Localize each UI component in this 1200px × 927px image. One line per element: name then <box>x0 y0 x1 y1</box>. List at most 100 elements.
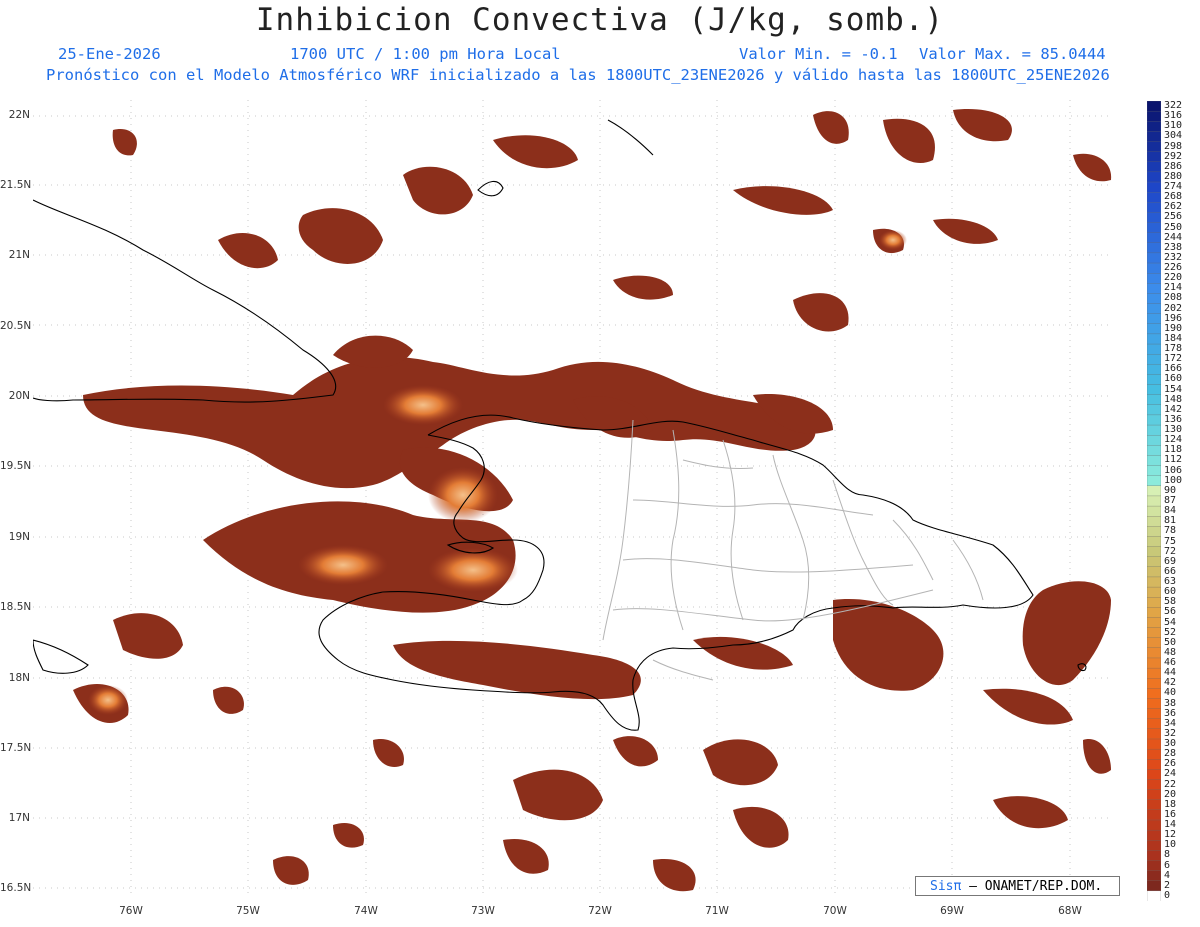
sis-logo: Sisπ <box>930 879 962 894</box>
colorbar-swatch <box>1147 394 1161 406</box>
colorbar-label: 220 <box>1164 272 1183 284</box>
colorbar-label: 84 <box>1164 505 1177 517</box>
colorbar-swatch <box>1147 556 1161 568</box>
colorbar-label: 46 <box>1164 657 1177 669</box>
colorbar-label: 50 <box>1164 636 1177 648</box>
colorbar-swatch <box>1147 617 1161 629</box>
colorbar-swatch <box>1147 354 1161 365</box>
colorbar-label: 214 <box>1164 282 1183 294</box>
colorbar-swatch <box>1147 586 1161 598</box>
colorbar-label: 0 <box>1164 889 1171 901</box>
lat-label: 19.5N <box>0 460 32 472</box>
lat-label: 21N <box>8 249 30 261</box>
colorbar-swatch <box>1147 364 1161 376</box>
colorbar-swatch <box>1147 678 1161 689</box>
colorbar-label: 310 <box>1164 120 1183 132</box>
colorbar-label: 34 <box>1164 717 1177 729</box>
colorbar-swatch <box>1147 131 1161 143</box>
colorbar-swatch <box>1147 799 1161 811</box>
colorbar-label: 184 <box>1164 332 1183 344</box>
colorbar-swatch <box>1147 424 1161 436</box>
colorbar-label: 36 <box>1164 707 1177 719</box>
colorbar-swatch <box>1147 870 1161 882</box>
colorbar-swatch <box>1147 526 1161 538</box>
colorbar-swatch <box>1147 607 1161 619</box>
cin-map <box>33 100 1113 896</box>
colorbar-label: 172 <box>1164 353 1183 365</box>
colorbar-label: 286 <box>1164 160 1183 172</box>
colorbar-swatch <box>1147 212 1161 224</box>
colorbar-swatch <box>1147 789 1161 801</box>
lon-label: 74W <box>354 905 378 917</box>
lon-label: 71W <box>705 905 729 917</box>
colorbar-label: 178 <box>1164 343 1183 355</box>
colorbar-label: 304 <box>1164 130 1183 142</box>
colorbar-label: 69 <box>1164 555 1177 567</box>
colorbar-swatch <box>1147 283 1161 295</box>
colorbar-label: 22 <box>1164 778 1177 790</box>
colorbar-label: 48 <box>1164 646 1177 658</box>
colorbar-label: 54 <box>1164 616 1177 628</box>
coastlines <box>33 119 1087 731</box>
value-min: Valor Min. = -0.1 <box>739 45 898 63</box>
colorbar-label: 87 <box>1164 495 1177 506</box>
colorbar-swatch <box>1147 566 1161 578</box>
colorbar-label: 4 <box>1164 869 1171 881</box>
credit-text: – ONAMET/REP.DOM. <box>969 879 1103 894</box>
colorbar <box>1147 101 1161 901</box>
colorbar-label: 32 <box>1164 727 1177 739</box>
lat-label: 17.5N <box>0 742 32 754</box>
colorbar-label: 130 <box>1164 424 1183 436</box>
lat-label: 22N <box>8 109 30 121</box>
colorbar-label: 244 <box>1164 231 1183 243</box>
colorbar-label: 90 <box>1164 484 1177 496</box>
lon-label: 73W <box>471 905 495 917</box>
colorbar-label: 56 <box>1164 606 1177 618</box>
colorbar-label: 232 <box>1164 251 1183 263</box>
colorbar-swatch <box>1147 597 1161 608</box>
colorbar-label: 42 <box>1164 677 1177 689</box>
colorbar-label: 190 <box>1164 322 1183 334</box>
colorbar-label: 262 <box>1164 201 1183 213</box>
colorbar-label: 160 <box>1164 373 1183 385</box>
lon-label: 70W <box>823 905 847 917</box>
lat-label: 18.5N <box>0 601 32 613</box>
colorbar-swatch <box>1147 759 1161 771</box>
colorbar-swatch <box>1147 475 1161 487</box>
colorbar-label: 250 <box>1164 221 1183 233</box>
colorbar-swatch <box>1147 485 1161 497</box>
colorbar-label: 274 <box>1164 181 1183 193</box>
colorbar-swatch <box>1147 333 1161 345</box>
colorbar-swatch <box>1147 708 1161 720</box>
colorbar-label: 268 <box>1164 191 1183 203</box>
lon-label: 75W <box>236 905 260 917</box>
lon-label: 69W <box>940 905 964 917</box>
colorbar-label: 142 <box>1164 403 1183 415</box>
colorbar-label: 81 <box>1164 515 1177 527</box>
lat-label: 17N <box>8 812 30 824</box>
colorbar-label: 44 <box>1164 667 1177 679</box>
colorbar-label: 75 <box>1164 535 1177 547</box>
colorbar-swatch <box>1147 313 1161 325</box>
colorbar-swatch <box>1147 819 1161 831</box>
colorbar-label: 154 <box>1164 383 1183 395</box>
colorbar-label: 66 <box>1164 565 1177 577</box>
colorbar-swatch <box>1147 880 1161 892</box>
colorbar-swatch <box>1147 252 1161 264</box>
colorbar-swatch <box>1147 262 1161 274</box>
colorbar-swatch <box>1147 718 1161 730</box>
colorbar-label: 100 <box>1164 474 1183 486</box>
colorbar-label: 148 <box>1164 393 1183 405</box>
colorbar-swatch <box>1147 536 1161 548</box>
lon-label: 72W <box>588 905 612 917</box>
colorbar-swatch <box>1147 181 1161 193</box>
colorbar-swatch <box>1147 222 1161 234</box>
colorbar-swatch <box>1147 171 1161 183</box>
colorbar-swatch <box>1147 110 1161 122</box>
colorbar-swatch <box>1147 303 1161 315</box>
colorbar-label: 16 <box>1164 808 1177 820</box>
colorbar-swatch <box>1147 829 1161 841</box>
lon-label: 68W <box>1058 905 1082 917</box>
colorbar-label: 6 <box>1164 859 1171 871</box>
colorbar-label: 8 <box>1164 849 1171 861</box>
